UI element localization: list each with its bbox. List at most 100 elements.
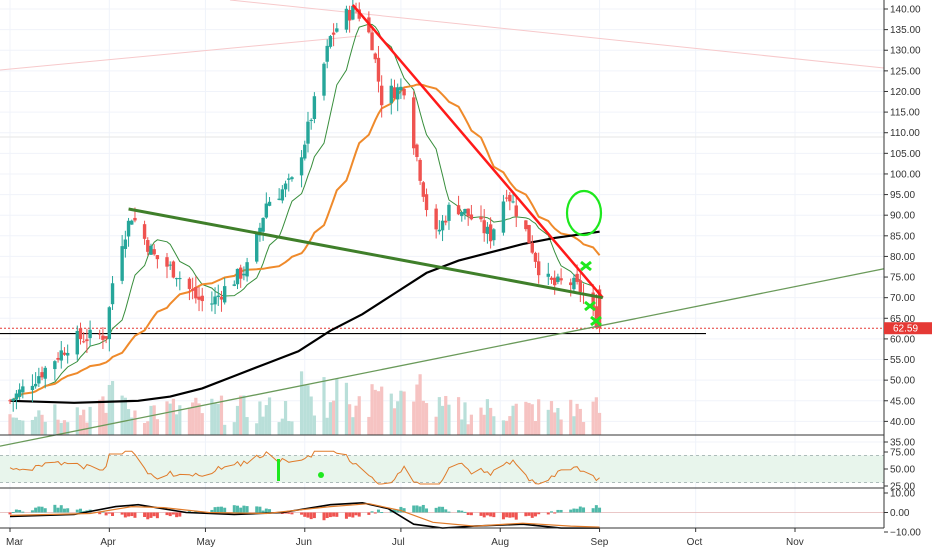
volume-bar [194,397,198,435]
volume-bar [559,419,563,435]
macd-hist-bar [165,512,169,516]
candle-body [376,57,381,82]
candle-body [527,225,531,244]
macd-hist-bar [261,510,265,513]
candle-body [418,159,422,181]
candle-body [232,284,236,286]
macd-hist-bar [303,512,307,517]
candle-body [152,249,156,255]
x-tick-label: Apr [100,537,116,548]
macd-hist-bar [178,512,182,517]
volume-bar [424,403,429,435]
volume-bar [367,416,371,435]
macd-hist-bar [219,506,223,513]
volume-bar [152,405,156,435]
volume-bar [104,412,108,435]
macd-hist-bar [482,512,486,518]
volume-bar [14,417,19,435]
candle-body [412,97,416,149]
candle-body [17,389,22,398]
volume-bar [591,401,595,435]
candle-body [402,88,406,96]
candle-body [479,216,483,220]
candle-body [85,339,89,342]
candle-body [187,278,192,289]
candle-body [142,224,147,239]
candle-body [40,372,44,378]
candle-body [98,333,102,335]
macd-hist-bar [107,512,111,514]
faint-trendline [229,0,885,69]
macd-hist-bar [264,508,268,513]
volume-bar [18,420,22,435]
macd-hist-bar [130,512,134,517]
candle-body [283,183,288,190]
volume-bar [34,416,38,435]
volume-bar [232,422,236,435]
volume-bar [264,405,268,435]
volume-bar [469,414,473,435]
candle-body [325,45,329,62]
volume-bar [351,417,355,435]
macd-hist-bar [412,505,416,513]
macd-hist-bar [53,504,57,513]
volume-bar [335,378,339,435]
macd-hist-bar [441,506,445,513]
volume-bar [30,419,35,435]
candle-body [258,227,262,236]
macd-hist-bar [524,512,528,517]
volume-bar [597,412,602,435]
candle-body [335,28,339,32]
candle-body [104,336,108,339]
x-tick-label: Jun [296,537,312,548]
volume-bar [171,398,176,435]
volume-bar [434,416,438,435]
volume-bar [444,395,448,435]
candle-body [194,287,198,299]
y-tick-label: 60.00 [890,334,915,345]
macd-hist-bar [18,509,22,513]
y-tick-label: 75.00 [890,273,915,284]
macd-hist-bar [479,512,483,516]
candle-body [261,217,265,232]
macd-hist-bar [62,508,66,513]
volume-bar [456,397,461,435]
macd-hist-bar [348,512,352,517]
rsi-tick-label: 50.00 [890,465,915,476]
macd-hist-bar [143,512,147,518]
macd-hist-bar [43,508,47,513]
rsi-tick-label: 75.00 [890,448,915,459]
macd-hist-bar [56,507,60,513]
y-tick-label: 135.00 [890,25,921,36]
y-tick-label: 80.00 [890,252,915,263]
macd-hist-bar [396,509,400,513]
macd-hist-bar [460,510,464,513]
macd-hist-bar [245,506,249,513]
macd-hist-bar [175,512,179,518]
candle-body [591,292,595,309]
volume-bar [549,401,554,435]
candle-body [165,257,169,267]
macd-hist-bar [75,509,79,513]
red-downtrend-line [351,4,604,299]
volume-bar [98,399,102,435]
candle-body [578,280,583,292]
macd-hist-bar [511,512,515,518]
candle-body [347,10,352,21]
volume-bar [553,412,557,435]
macd-hist-bar [447,511,451,513]
macd-hist-bar [34,507,38,513]
candle-body [482,220,486,234]
grid [0,0,884,528]
candle-body [190,288,195,291]
candle-body [126,220,131,237]
macd-hist-bar [508,512,512,518]
candle-body [415,144,419,157]
volume-bar [245,417,249,435]
macd-hist-bar [546,512,550,515]
volume-bar [463,402,467,435]
macd-hist-bar [127,512,131,517]
faint-trendline [0,35,361,71]
macd-hist-bar [149,512,153,518]
candle-body [597,289,602,329]
